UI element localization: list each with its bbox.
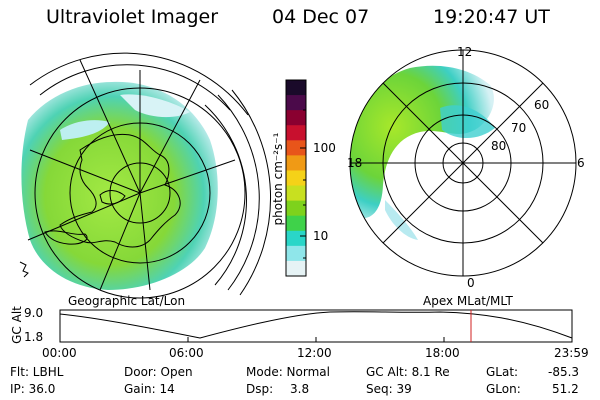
info-gain: Gain: 14 bbox=[124, 382, 175, 396]
colorbar-stripe bbox=[286, 200, 306, 217]
colorbar-stripe bbox=[286, 80, 306, 96]
alt-ytick-9: 9.0 bbox=[24, 306, 44, 320]
date-label: 04 Dec 07 bbox=[272, 6, 370, 28]
magnetic-image bbox=[349, 49, 577, 277]
colorbar-tick-10: 10 bbox=[313, 229, 329, 243]
colorbar-stripe bbox=[286, 155, 306, 172]
info-glat-value: -85.3 bbox=[548, 365, 580, 379]
alt-xtick-1200: 12:00 bbox=[297, 346, 332, 360]
colorbar-stripe bbox=[286, 185, 306, 202]
mlat-label-60: 60 bbox=[534, 98, 550, 112]
geo-panel-label: Geographic Lat/Lon bbox=[68, 294, 186, 308]
mag-panel-label: Apex MLat/MLT bbox=[423, 294, 513, 308]
info-mode: Mode: Normal bbox=[246, 365, 330, 379]
info-door: Door: Open bbox=[124, 365, 193, 379]
colorbar-stripe bbox=[286, 110, 306, 126]
info-glat-label: GLat: bbox=[486, 365, 519, 379]
colorbar bbox=[285, 79, 307, 277]
colorbar-unit-label: photon cm⁻²s⁻¹ bbox=[271, 132, 285, 226]
info-gc-alt: GC Alt: 8.1 Re bbox=[366, 365, 450, 379]
mlt-label-0: 0 bbox=[467, 276, 475, 290]
alt-xtick-0600: 06:00 bbox=[169, 346, 204, 360]
colorbar-stripe bbox=[286, 95, 306, 111]
colorbar-stripe bbox=[286, 170, 306, 187]
colorbar-stripe bbox=[286, 260, 306, 277]
info-dsp-label: Dsp: bbox=[246, 382, 274, 396]
alt-xtick-0000: 00:00 bbox=[42, 346, 77, 360]
mag-grid bbox=[349, 49, 577, 277]
info-seq: Seq: 39 bbox=[366, 382, 412, 396]
info-glon-value: 51.2 bbox=[552, 382, 579, 396]
app-title: Ultraviolet Imager bbox=[46, 6, 219, 28]
mlat-label-70: 70 bbox=[511, 121, 527, 135]
mlt-label-18: 18 bbox=[347, 156, 363, 170]
mlat-label-80: 80 bbox=[491, 139, 507, 153]
colorbar-stripe bbox=[286, 215, 306, 232]
alt-xtick-1800: 18:00 bbox=[425, 346, 460, 360]
alt-ytick-1.8: 1.8 bbox=[24, 330, 44, 344]
colorbar-stripe bbox=[286, 140, 306, 156]
geo-grid bbox=[27, 52, 272, 299]
colorbar-stripe bbox=[286, 125, 306, 141]
alt-xtick-2359: 23:59 bbox=[554, 346, 589, 360]
antarctica-coastline bbox=[59, 133, 181, 248]
info-ip: IP: 36.0 bbox=[10, 382, 56, 396]
info-glon-label: GLon: bbox=[486, 382, 521, 396]
colorbar-tick-100: 100 bbox=[313, 141, 336, 155]
colorbar-stripe bbox=[286, 245, 306, 262]
colorbar-stripe bbox=[286, 230, 306, 247]
altitude-plot bbox=[59, 309, 573, 343]
info-dsp-value: 3.8 bbox=[290, 382, 310, 396]
alt-ylabel: GC Alt bbox=[10, 306, 24, 344]
info-flt: Flt: LBHL bbox=[10, 365, 64, 379]
geographic-image bbox=[19, 52, 272, 299]
mlt-label-6: 6 bbox=[577, 156, 585, 170]
time-label: 19:20:47 UT bbox=[433, 6, 550, 28]
mlt-label-12: 12 bbox=[457, 45, 473, 59]
